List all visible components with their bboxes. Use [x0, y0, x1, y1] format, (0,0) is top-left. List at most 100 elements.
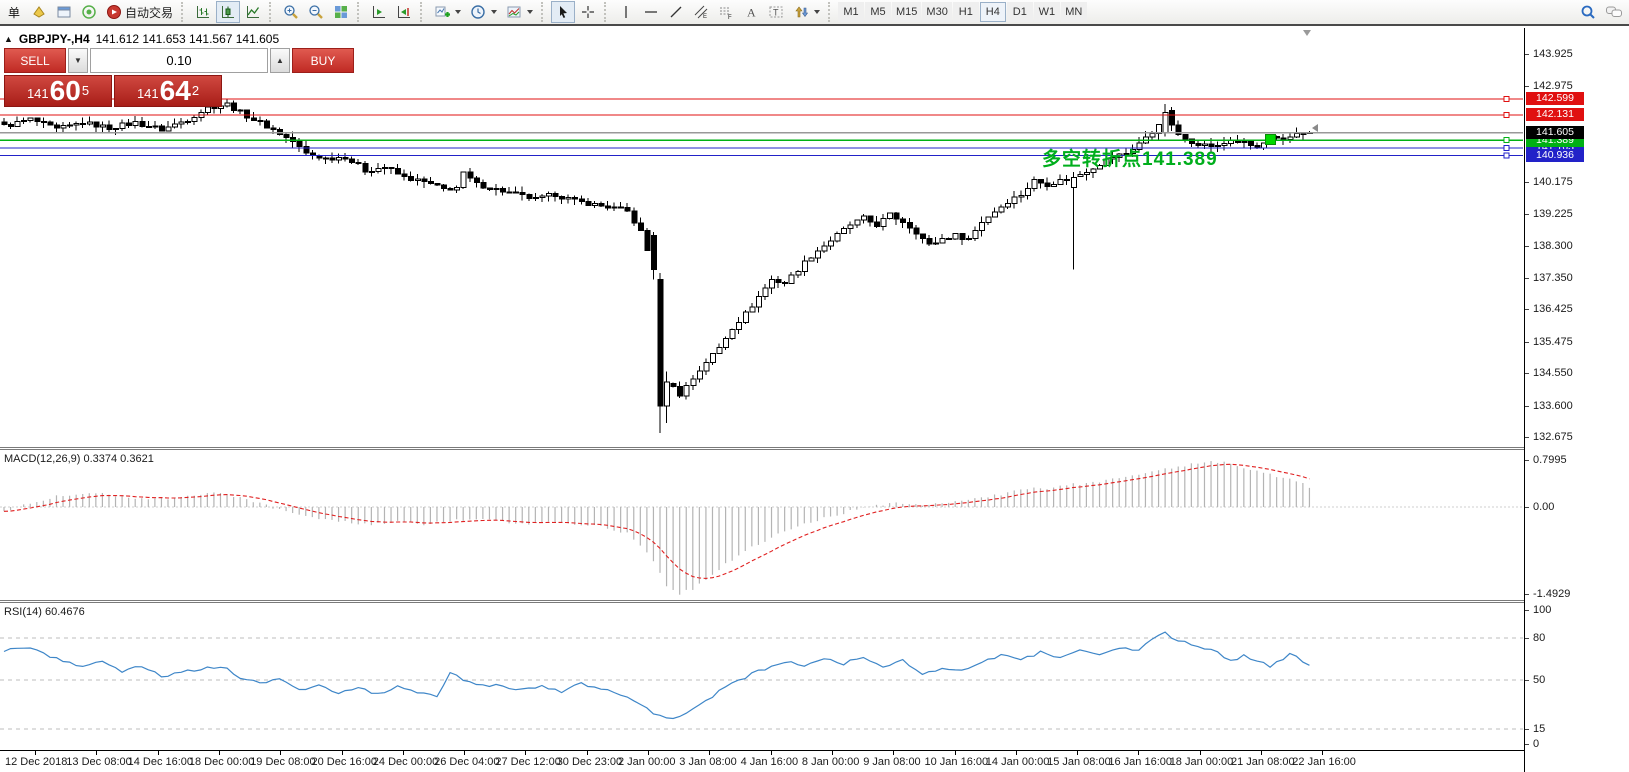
horizontal-line-button[interactable]	[639, 1, 663, 23]
hline-handle[interactable]	[1503, 111, 1510, 118]
timeframe-h1-button[interactable]: H1	[952, 2, 979, 22]
chart-shift-marker[interactable]	[1303, 30, 1311, 36]
hline-handle[interactable]	[1503, 152, 1510, 159]
crosshair-icon	[582, 6, 595, 18]
time-axis-label: 19 Dec 08:00	[250, 756, 316, 768]
candle-body	[1, 121, 8, 126]
candle-body	[447, 187, 454, 191]
current-price-label: 141.605	[1526, 126, 1584, 140]
volume-input[interactable]	[90, 48, 268, 73]
candle-body	[519, 191, 526, 195]
timeframe-h4-button[interactable]: H4	[979, 2, 1006, 22]
candle-body	[1110, 156, 1117, 160]
terminal-button[interactable]	[52, 1, 76, 23]
timeframe-mn-button[interactable]: MN	[1060, 2, 1087, 22]
text-label-button[interactable]: T	[764, 1, 788, 23]
timeframe-m30-button[interactable]: M30	[922, 2, 952, 22]
tile-windows-button[interactable]	[329, 1, 353, 23]
candle-body	[578, 198, 585, 202]
candle-body	[677, 386, 684, 397]
candle-body	[500, 187, 507, 193]
fibonacci-button[interactable]: F	[714, 1, 738, 23]
autotrade-button[interactable]: 自动交易	[102, 1, 177, 23]
trendline-button[interactable]	[664, 1, 688, 23]
periods-button[interactable]	[466, 1, 501, 23]
timeframe-m5-button[interactable]: M5	[865, 2, 892, 22]
arrows-button[interactable]	[789, 1, 824, 23]
candle-body	[939, 238, 946, 244]
chat-button[interactable]	[1601, 1, 1627, 23]
candle-body	[21, 119, 28, 122]
sell-price-main: 60	[49, 75, 81, 106]
indicators-button[interactable]	[430, 1, 465, 23]
chart-shift-button[interactable]	[392, 1, 416, 23]
panel-divider[interactable]	[0, 447, 1629, 450]
turning-point-annotation[interactable]: 多空转折点141.389	[1042, 149, 1218, 170]
hline-handle[interactable]	[1503, 144, 1510, 151]
candle-body	[1149, 133, 1156, 138]
candle-body	[624, 207, 631, 212]
candle-body	[854, 219, 861, 226]
new-order-button[interactable]: 单	[2, 1, 26, 23]
toolbar: 单 自动交易 E F A T M1 M5 M15	[0, 0, 1629, 26]
axis-tick	[1525, 53, 1529, 55]
candle-body	[395, 168, 402, 175]
cursor-button[interactable]	[551, 1, 576, 23]
timeframe-w1-button[interactable]: W1	[1033, 2, 1060, 22]
chart-list-button[interactable]	[27, 1, 51, 23]
buy-price-panel[interactable]: 141 64 2	[114, 75, 222, 107]
candle-body	[828, 240, 835, 247]
candle-body	[329, 157, 336, 161]
auto-scroll-button[interactable]	[367, 1, 391, 23]
buy-button[interactable]: BUY	[292, 48, 354, 73]
templates-button[interactable]	[502, 1, 537, 23]
candle-body	[368, 170, 375, 173]
price-chart[interactable]	[0, 28, 1524, 447]
channel-button[interactable]: E	[689, 1, 713, 23]
candle-body	[1221, 142, 1228, 146]
timeframe-m1-button[interactable]: M1	[838, 2, 865, 22]
bar-chart-button[interactable]	[191, 1, 215, 23]
price-tick-label: 137.350	[1533, 271, 1573, 284]
sell-price-panel[interactable]: 141 60 5	[4, 75, 112, 107]
volume-decrease-button[interactable]: ▼	[68, 48, 88, 73]
panel-divider[interactable]	[0, 600, 1629, 603]
candlestick-button[interactable]	[216, 1, 241, 23]
zoom-out-button[interactable]	[304, 1, 328, 23]
signals-button[interactable]	[77, 1, 101, 23]
hline-handle[interactable]	[1503, 137, 1510, 144]
candle-body	[664, 381, 671, 407]
candle-body	[585, 200, 592, 207]
text-button[interactable]: A	[739, 1, 763, 23]
hline-handle[interactable]	[1503, 95, 1510, 102]
candle-body	[985, 216, 992, 224]
rsi-panel[interactable]	[0, 602, 1524, 750]
candle-body	[1247, 140, 1254, 147]
macd-panel[interactable]	[0, 449, 1524, 600]
price-axis[interactable]: 143.925 142.975 140.175 139.225 138.300 137.3…	[1524, 28, 1629, 772]
time-axis[interactable]: 12 Dec 2018 13 Dec 08:00 14 Dec 16:00 18 De…	[0, 751, 1524, 772]
crosshair-button[interactable]	[576, 1, 600, 23]
axis-tick	[1525, 460, 1529, 462]
time-tick	[954, 751, 956, 755]
line-chart-button[interactable]	[241, 1, 265, 23]
candle-body	[336, 157, 343, 161]
search-button[interactable]	[1576, 1, 1600, 23]
rsi-caption: RSI(14) 60.4676	[4, 606, 85, 618]
volume-increase-button[interactable]: ▲	[270, 48, 290, 73]
sell-button[interactable]: SELL	[4, 48, 66, 73]
candle-body	[959, 232, 966, 240]
zoom-in-button[interactable]	[279, 1, 303, 23]
candle-body	[769, 278, 776, 289]
timeframe-d1-button[interactable]: D1	[1006, 2, 1033, 22]
candle-body	[1070, 176, 1077, 189]
candle-body	[427, 181, 434, 185]
candle-body	[893, 212, 900, 220]
candle-body	[919, 233, 926, 239]
vertical-line-button[interactable]	[614, 1, 638, 23]
buy-signal-marker[interactable]	[1265, 134, 1277, 146]
time-tick	[35, 751, 36, 755]
price-tick-label: 133.600	[1533, 399, 1573, 412]
timeframe-m15-button[interactable]: M15	[892, 2, 922, 22]
one-click-collapse-icon[interactable]: ▲	[4, 34, 13, 44]
